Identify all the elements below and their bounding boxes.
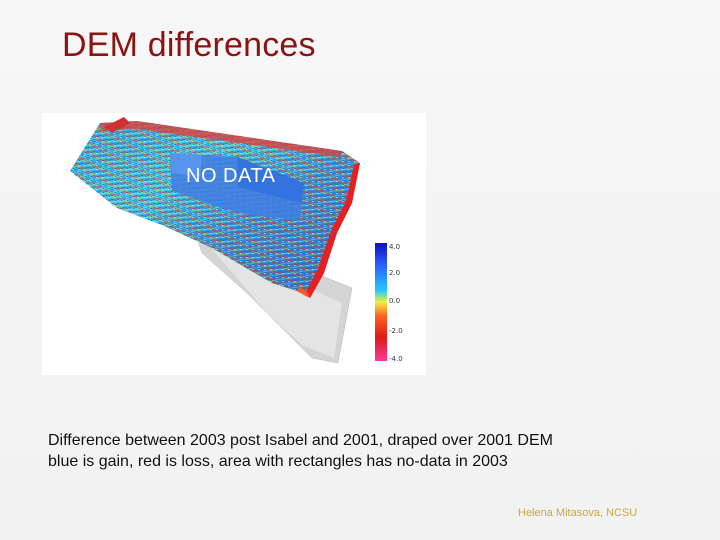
legend-tick: 0.0 xyxy=(389,297,400,305)
no-data-label: NO DATA xyxy=(186,165,276,187)
dem-terrain-render: 4.0 2.0 0.0 -2.0 -4.0 xyxy=(70,117,403,364)
caption-line: blue is gain, red is loss, area with rec… xyxy=(48,453,508,470)
legend-tick: -4.0 xyxy=(389,355,403,363)
legend-tick: 4.0 xyxy=(389,243,400,251)
author-credit: Helena Mitasova, NCSU xyxy=(518,507,638,519)
figure-caption: Difference between 2003 post Isabel and … xyxy=(48,430,553,472)
legend-tick: -2.0 xyxy=(389,327,403,335)
slide-title: DEM differences xyxy=(62,26,316,64)
dem-difference-image: 4.0 2.0 0.0 -2.0 -4.0 xyxy=(42,113,426,375)
caption-line: Difference between 2003 post Isabel and … xyxy=(48,432,553,449)
legend-color-bar xyxy=(375,243,387,361)
legend-tick: 2.0 xyxy=(389,269,400,277)
